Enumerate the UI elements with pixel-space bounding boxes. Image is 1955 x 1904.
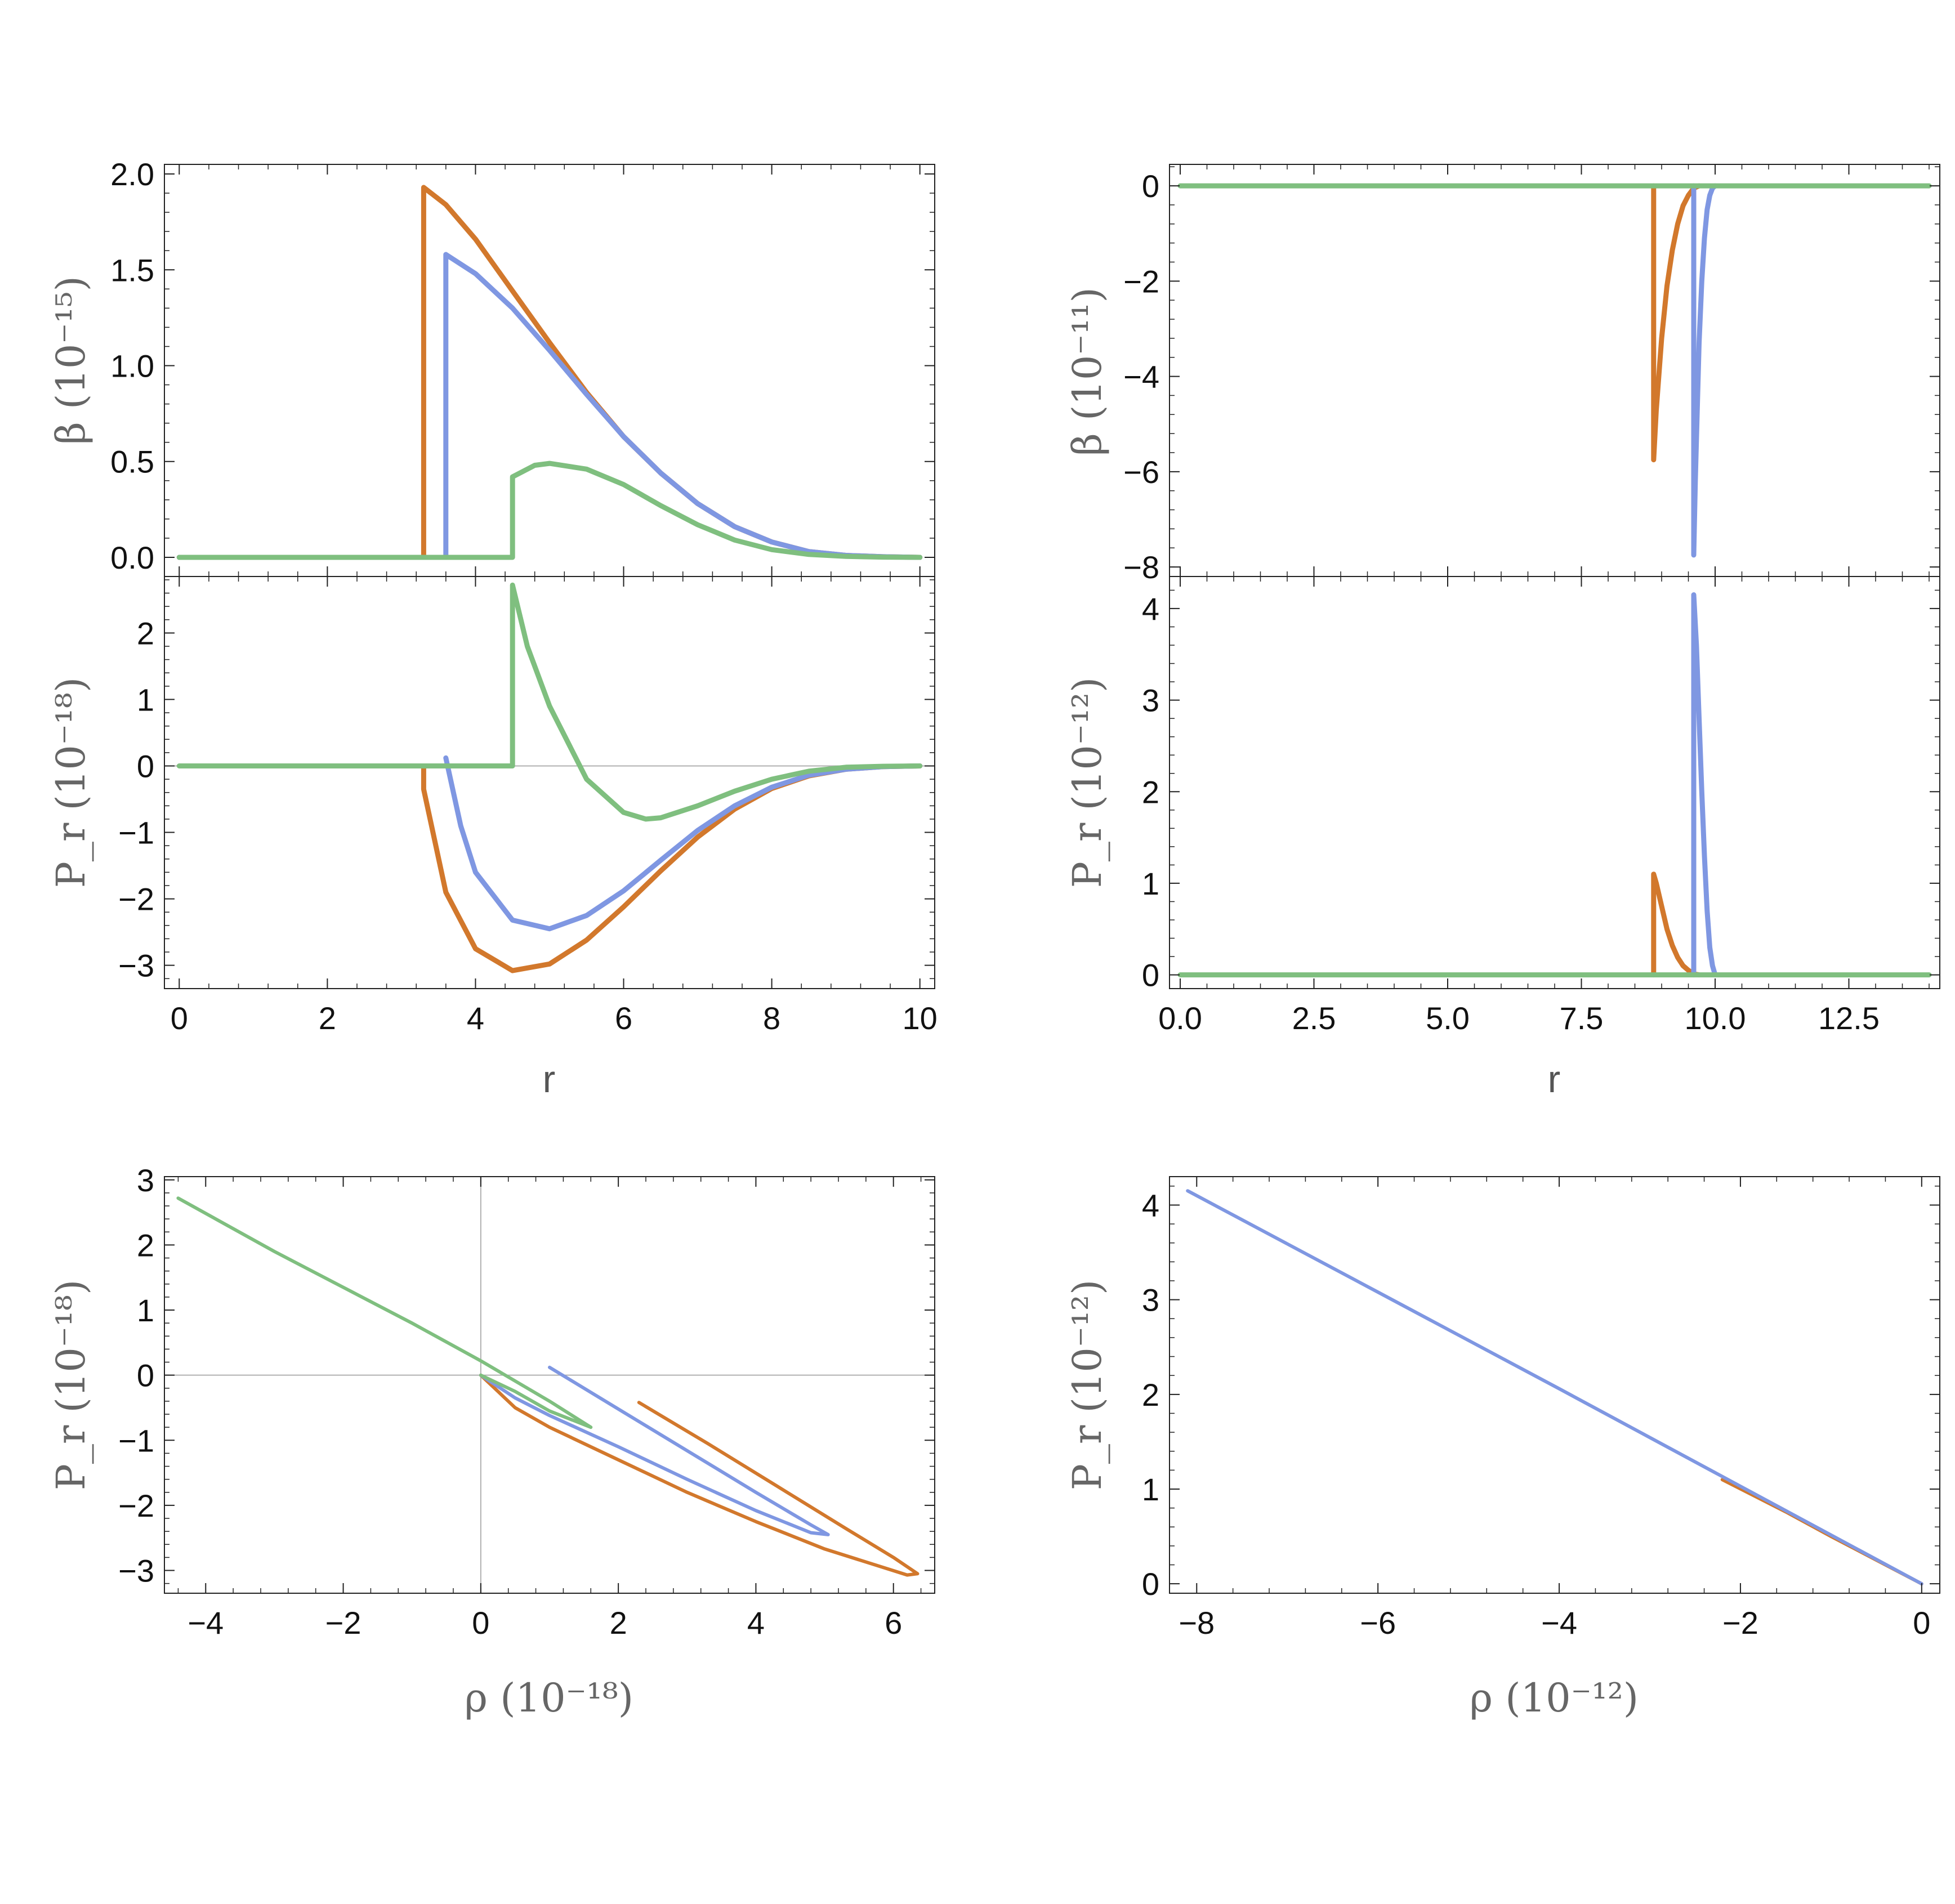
x-tick-label: 12.5 [1818, 1000, 1880, 1036]
y-tick-label: 2 [137, 615, 154, 651]
y-tick-label: 2.0 [110, 157, 154, 192]
series-line-green [176, 582, 923, 822]
x-tick-label: 8 [763, 1000, 780, 1036]
plot-frame [164, 1176, 935, 1594]
x-tick-label: 6 [615, 1000, 632, 1036]
x-tick-label: 7.5 [1560, 1000, 1604, 1036]
x-tick-label: −8 [1179, 1605, 1215, 1641]
y-tick-label: 0 [1142, 168, 1159, 204]
x-tick-label: 6 [885, 1605, 902, 1641]
panel-pr-left: −3 −2 −1 0 1 2 0 2 4 6 8 10 [118, 576, 938, 1036]
y-tick-label: 0.5 [110, 444, 154, 480]
y-tick-label: 1 [1142, 866, 1159, 901]
x-tick-label: 0.0 [1158, 1000, 1202, 1036]
y-tick-label: 1 [137, 1293, 154, 1328]
ylabel-beta-right: β (10⁻¹¹) [1064, 287, 1110, 455]
plot-frame [164, 576, 935, 989]
xlabel-r-right: r [1548, 1058, 1561, 1101]
y-tick-label: 1.5 [110, 252, 154, 288]
xlabel-rho-left: ρ (10⁻¹⁸) [465, 1675, 633, 1721]
y-tick-label: 1.0 [110, 348, 154, 383]
y-tick-label: 0.0 [110, 540, 154, 575]
series-line-orange [421, 763, 923, 973]
y-tick-label: 4 [1142, 591, 1159, 627]
series-line-blue [443, 755, 923, 932]
series-line-blue [1691, 592, 1718, 978]
x-tick-label: 2.5 [1292, 1000, 1336, 1036]
y-tick-label: −2 [1123, 263, 1159, 299]
ylabel-pr-left: P_r (10⁻¹⁸) [48, 677, 94, 888]
plot-frame [1169, 576, 1940, 989]
y-tick-label: 2 [1142, 1377, 1159, 1413]
y-tick-label: −3 [118, 1553, 154, 1589]
ylabel-beta-left: β (10⁻¹⁵) [48, 276, 94, 444]
y-tick-label: 2 [1142, 774, 1159, 810]
y-tick-label: 3 [137, 1163, 154, 1198]
x-tick-label: 4 [747, 1605, 765, 1641]
x-tick-label: 5.0 [1426, 1000, 1470, 1036]
panel-beta-right: −8 −6 −4 −2 0 [1123, 164, 1940, 585]
ylabel-pr-rho-left: P_r (10⁻¹⁸) [48, 1280, 94, 1491]
x-tick-label: 4 [467, 1000, 484, 1036]
series-line-blue [1691, 183, 1718, 558]
y-tick-label: −2 [118, 882, 154, 917]
plot-frame [1169, 164, 1940, 577]
y-tick-label: −2 [118, 1488, 154, 1523]
y-tick-label: −3 [118, 948, 154, 984]
x-tick-label: 0 [1913, 1605, 1930, 1641]
series-line-blue [479, 1365, 830, 1536]
y-tick-label: 0 [137, 1358, 154, 1393]
x-tick-label: −4 [188, 1605, 224, 1641]
y-tick-label: 4 [1142, 1187, 1159, 1223]
xlabel-r-left: r [543, 1058, 556, 1101]
series-line-orange [479, 1373, 920, 1577]
series-line-blue [1186, 1189, 1923, 1586]
series-line-orange [176, 185, 923, 560]
y-tick-label: 1 [137, 682, 154, 717]
y-tick-label: −1 [118, 1423, 154, 1458]
xlabel-rho-right: ρ (10⁻¹²) [1470, 1675, 1639, 1721]
y-tick-label: −4 [1123, 359, 1159, 395]
series-line-green [176, 1196, 593, 1429]
plot-frame [164, 164, 935, 577]
panel-pr-right: 0 1 2 3 4 0.0 2.5 5.0 7.5 10.0 12.5 [1142, 576, 1940, 1036]
x-tick-label: −4 [1541, 1605, 1577, 1641]
series-line-green [176, 461, 923, 560]
panel-beta-left: 0.0 0.5 1.0 1.5 2.0 [110, 157, 935, 577]
x-tick-label: 2 [319, 1000, 336, 1036]
ylabel-pr-rho-right: P_r (10⁻¹²) [1064, 1280, 1110, 1491]
series-line-blue [176, 252, 923, 560]
x-tick-label: 0 [472, 1605, 489, 1641]
y-tick-label: 0 [1142, 1566, 1159, 1602]
ylabel-pr-right: P_r (10⁻¹²) [1064, 677, 1110, 888]
y-tick-label: 3 [1142, 683, 1159, 718]
y-tick-label: 2 [137, 1227, 154, 1263]
y-tick-label: 1 [1142, 1472, 1159, 1507]
series-line-orange [1651, 183, 1702, 463]
x-tick-label: −2 [325, 1605, 361, 1641]
y-tick-label: 3 [1142, 1282, 1159, 1318]
x-tick-label: −6 [1360, 1605, 1396, 1641]
series-line-orange [1651, 871, 1702, 978]
panel-pr-rho-right: 0 1 2 3 4 −8 −6 −4 −2 0 [1142, 1176, 1940, 1641]
plot-frame [1169, 1176, 1940, 1594]
panel-pr-rho-left: −3 −2 −1 0 1 2 3 −4 −2 0 2 4 6 [118, 1163, 935, 1641]
x-tick-label: 10.0 [1685, 1000, 1746, 1036]
y-tick-label: −6 [1123, 454, 1159, 490]
x-tick-label: 0 [171, 1000, 188, 1036]
y-tick-label: −8 [1123, 549, 1159, 585]
x-tick-label: 10 [903, 1000, 938, 1036]
x-tick-label: −2 [1722, 1605, 1758, 1641]
y-tick-label: 0 [137, 748, 154, 784]
x-tick-label: 2 [610, 1605, 627, 1641]
y-tick-label: 0 [1142, 958, 1159, 993]
y-tick-label: −1 [118, 815, 154, 851]
